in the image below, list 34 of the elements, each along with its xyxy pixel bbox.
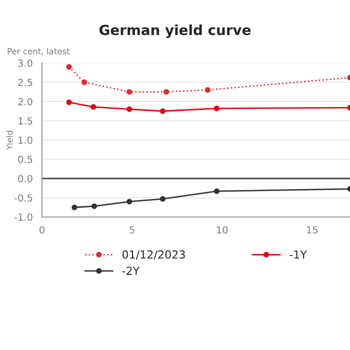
point (91, 203, 98, 209)
point (126, 106, 132, 112)
x-tick-label: 10 (217, 226, 228, 234)
chart-title: German yield curve (99, 24, 251, 38)
point (214, 188, 220, 194)
point (164, 89, 170, 95)
legend-label: -1Y (290, 250, 307, 259)
y-tick-label: 1.0 (18, 136, 32, 144)
chart-subtitle: Per cent, latest (8, 48, 70, 56)
point (160, 108, 166, 114)
point (66, 64, 72, 70)
point (66, 99, 72, 106)
x-tick-label: 5 (130, 226, 134, 234)
y-tick-label: 2.0 (18, 98, 32, 106)
y-axis-title: Yield (6, 130, 13, 150)
y-tick-label: 0.0 (18, 174, 32, 182)
point (214, 106, 220, 112)
point (90, 104, 96, 110)
y-tick-label: 3.0 (18, 59, 32, 67)
legend-label: -2Y (122, 266, 140, 275)
x-tick-label: 0 (40, 226, 44, 234)
point (126, 198, 132, 204)
y-tick-label: -1.0 (14, 213, 32, 221)
point (160, 196, 166, 202)
point (72, 204, 78, 210)
y-tick-label: 0.5 (18, 156, 32, 164)
y-tick-label: -0.5 (14, 194, 32, 202)
point (82, 79, 88, 86)
point (204, 87, 210, 93)
y-tick-label: 2.5 (18, 78, 32, 86)
x-tick-label: 15 (307, 226, 318, 234)
y-tick-label: 1.5 (18, 117, 32, 125)
point (126, 89, 132, 95)
legend-label: 01/12/2023 (122, 250, 185, 260)
